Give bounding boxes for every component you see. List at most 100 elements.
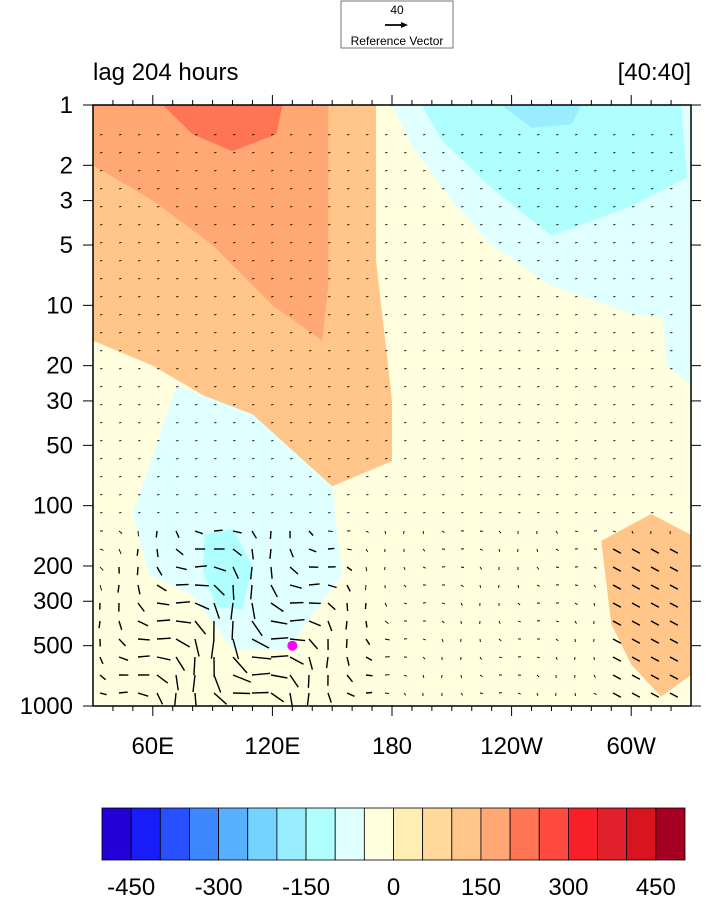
colorbar-swatch (218, 807, 249, 861)
vector-glyph (156, 493, 160, 496)
vector-glyph (593, 331, 597, 334)
reference-vector-magnitude: 40 (390, 3, 404, 17)
vector-glyph (136, 566, 139, 576)
y-tick-label: 30 (46, 388, 73, 415)
vector-glyph (479, 295, 483, 298)
vector-glyph (327, 493, 331, 496)
vector-glyph (517, 349, 521, 352)
vector-glyph (232, 151, 236, 154)
y-tick-label: 100 (33, 493, 73, 520)
vector-glyph (631, 349, 635, 352)
vector-glyph (213, 674, 222, 693)
vector-glyph (232, 548, 242, 557)
vector-glyph (346, 277, 350, 280)
vector-glyph (403, 475, 407, 478)
vector-glyph (650, 457, 654, 460)
vector-glyph (270, 241, 274, 244)
vector-glyph (156, 602, 170, 606)
vector-glyph (517, 421, 521, 424)
vector-glyph (574, 241, 578, 244)
vector-glyph (232, 241, 236, 244)
vector-glyph (232, 313, 236, 316)
vector-glyph (327, 584, 337, 589)
vector-glyph (99, 349, 103, 352)
vector-glyph (384, 331, 388, 334)
vector-glyph (403, 151, 407, 154)
vector-glyph (555, 620, 560, 623)
vector-glyph (270, 620, 288, 625)
vector-glyph (574, 259, 578, 262)
vector-glyph (175, 439, 179, 442)
colorbar-label: -450 (107, 874, 155, 898)
vector-glyph (536, 692, 539, 696)
vector-glyph (384, 349, 388, 352)
vector-glyph (650, 656, 660, 662)
vector-glyph (365, 530, 369, 533)
vector-glyph (612, 277, 616, 280)
vector-glyph (118, 656, 129, 661)
vector-glyph (612, 566, 622, 572)
vector-glyph (555, 548, 559, 551)
vector-glyph (213, 151, 217, 154)
vector-glyph (156, 133, 160, 136)
vector-glyph (174, 692, 177, 706)
vector-glyph (441, 331, 445, 334)
vector-glyph (137, 602, 145, 612)
vector-glyph (631, 674, 641, 680)
vector-glyph (346, 205, 350, 208)
vector-glyph (346, 367, 350, 370)
vector-glyph (137, 223, 141, 226)
vector-glyph (574, 277, 578, 280)
vector-glyph (99, 475, 103, 478)
vector-glyph (346, 331, 350, 334)
vector-glyph (669, 439, 673, 442)
vector-glyph (308, 367, 312, 370)
vector-glyph (308, 133, 312, 136)
vector-glyph (536, 349, 540, 352)
colorbar-swatch (159, 807, 190, 861)
vector-glyph (251, 511, 255, 514)
vector-glyph (631, 457, 635, 460)
vector-glyph (327, 403, 331, 406)
vector-glyph (118, 530, 123, 534)
vector-glyph (289, 511, 293, 514)
vector-glyph (232, 530, 242, 534)
vector-glyph (251, 223, 255, 226)
vector-glyph (669, 277, 673, 280)
vector-glyph (441, 277, 445, 280)
vector-glyph (650, 133, 654, 136)
vector-glyph (251, 367, 255, 370)
vector-glyph (574, 530, 579, 533)
vector-glyph (460, 133, 464, 136)
vector-glyph (210, 638, 215, 659)
vector-glyph (365, 584, 367, 591)
vector-glyph (574, 367, 578, 370)
vector-glyph (536, 421, 540, 424)
vector-glyph (669, 295, 673, 298)
vector-glyph (156, 475, 160, 478)
vector-glyph (251, 133, 255, 136)
colorbar-swatch (509, 807, 540, 861)
vector-glyph (422, 457, 426, 460)
vector-glyph (555, 475, 559, 478)
vector-glyph (384, 475, 388, 478)
vector-glyph (289, 187, 293, 190)
vector-glyph (194, 169, 198, 172)
vector-glyph (441, 349, 445, 352)
colorbar-label: 300 (548, 874, 588, 898)
vector-glyph (536, 151, 540, 154)
vector-glyph (365, 349, 369, 352)
vector-glyph (460, 385, 464, 388)
vector-glyph (422, 439, 426, 442)
vector-glyph (137, 530, 139, 537)
vector-glyph (441, 133, 445, 136)
vector-glyph (479, 457, 483, 460)
vector-glyph (574, 295, 578, 298)
vector-glyph (612, 187, 616, 190)
vector-glyph (289, 223, 293, 226)
vector-glyph (345, 638, 348, 648)
vector-glyph (650, 277, 654, 280)
vector-glyph (479, 151, 483, 154)
vector-glyph (194, 511, 198, 514)
